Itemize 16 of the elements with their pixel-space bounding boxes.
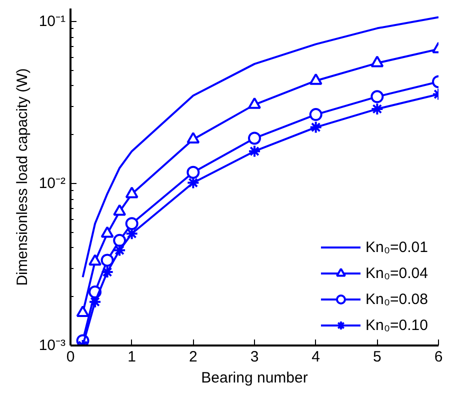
y-tick-label: 10⁻² — [38, 174, 66, 192]
x-tick-label: 1 — [128, 348, 136, 366]
x-tick-label: 6 — [434, 348, 443, 366]
legend-label: Kn₀=0.04 — [365, 264, 428, 282]
x-tick-label: 2 — [188, 348, 198, 366]
y-axis-title: Dimensionless load capacity (W) — [14, 68, 31, 286]
x-axis-title: Bearing number — [201, 370, 308, 386]
x-tick-label: 3 — [250, 348, 259, 366]
x-tick-label: 4 — [312, 348, 320, 366]
legend-label: Kn₀=0.01 — [365, 238, 428, 256]
legend-label: Kn₀=0.08 — [365, 290, 428, 308]
y-tick-label: 10⁻³ — [38, 337, 66, 354]
x-tick-label: 0 — [66, 348, 75, 366]
legend-label: Kn₀=0.10 — [365, 316, 428, 334]
x-tick-label: 5 — [372, 348, 382, 366]
y-tick-label: 10⁻¹ — [38, 12, 66, 30]
